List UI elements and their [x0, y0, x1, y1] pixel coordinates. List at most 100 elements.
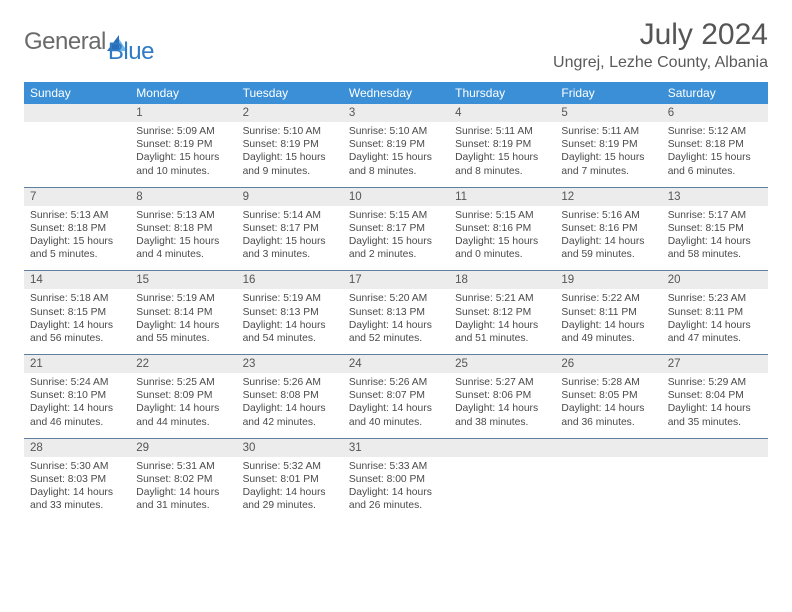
- sunset: Sunset: 8:14 PM: [136, 306, 230, 319]
- day-cell: 4Sunrise: 5:11 AMSunset: 8:19 PMDaylight…: [449, 104, 555, 187]
- day-cell: 29Sunrise: 5:31 AMSunset: 8:02 PMDayligh…: [130, 438, 236, 521]
- sunrise: Sunrise: 5:13 AM: [136, 209, 230, 222]
- sunset: Sunset: 8:03 PM: [30, 473, 124, 486]
- day-cell: 6Sunrise: 5:12 AMSunset: 8:18 PMDaylight…: [662, 104, 768, 187]
- logo: General Blue: [24, 18, 154, 66]
- sunrise: Sunrise: 5:10 AM: [243, 125, 337, 138]
- day-cell: 1Sunrise: 5:09 AMSunset: 8:19 PMDaylight…: [130, 104, 236, 187]
- day-cell: [555, 438, 661, 521]
- sunset: Sunset: 8:15 PM: [30, 306, 124, 319]
- day-details: Sunrise: 5:24 AMSunset: 8:10 PMDaylight:…: [24, 373, 130, 438]
- day-number: 17: [343, 271, 449, 289]
- day-cell: 21Sunrise: 5:24 AMSunset: 8:10 PMDayligh…: [24, 355, 130, 439]
- day-cell: 30Sunrise: 5:32 AMSunset: 8:01 PMDayligh…: [237, 438, 343, 521]
- sunset: Sunset: 8:16 PM: [455, 222, 549, 235]
- day-number: 24: [343, 355, 449, 373]
- day-number: 7: [24, 188, 130, 206]
- daylight: Daylight: 15 hours and 6 minutes.: [668, 151, 762, 177]
- day-number: 28: [24, 439, 130, 457]
- daylight: Daylight: 14 hours and 36 minutes.: [561, 402, 655, 428]
- day-number: 2: [237, 104, 343, 122]
- day-details: Sunrise: 5:23 AMSunset: 8:11 PMDaylight:…: [662, 289, 768, 354]
- day-header-thu: Thursday: [449, 82, 555, 104]
- sunrise: Sunrise: 5:15 AM: [349, 209, 443, 222]
- calendar-table: Sunday Monday Tuesday Wednesday Thursday…: [24, 82, 768, 521]
- day-number: 29: [130, 439, 236, 457]
- day-details: [449, 457, 555, 515]
- day-cell: 20Sunrise: 5:23 AMSunset: 8:11 PMDayligh…: [662, 271, 768, 355]
- daylight: Daylight: 15 hours and 8 minutes.: [455, 151, 549, 177]
- sunset: Sunset: 8:01 PM: [243, 473, 337, 486]
- day-number: 10: [343, 188, 449, 206]
- sunset: Sunset: 8:17 PM: [243, 222, 337, 235]
- sunrise: Sunrise: 5:14 AM: [243, 209, 337, 222]
- day-cell: 9Sunrise: 5:14 AMSunset: 8:17 PMDaylight…: [237, 187, 343, 271]
- sunset: Sunset: 8:11 PM: [561, 306, 655, 319]
- day-cell: 19Sunrise: 5:22 AMSunset: 8:11 PMDayligh…: [555, 271, 661, 355]
- sunset: Sunset: 8:19 PM: [243, 138, 337, 151]
- week-row: 7Sunrise: 5:13 AMSunset: 8:18 PMDaylight…: [24, 187, 768, 271]
- day-number: 14: [24, 271, 130, 289]
- sunrise: Sunrise: 5:19 AM: [243, 292, 337, 305]
- sunrise: Sunrise: 5:21 AM: [455, 292, 549, 305]
- day-number: 22: [130, 355, 236, 373]
- location: Ungrej, Lezhe County, Albania: [553, 54, 768, 72]
- daylight: Daylight: 14 hours and 29 minutes.: [243, 486, 337, 512]
- day-cell: 25Sunrise: 5:27 AMSunset: 8:06 PMDayligh…: [449, 355, 555, 439]
- day-number: 11: [449, 188, 555, 206]
- day-cell: 31Sunrise: 5:33 AMSunset: 8:00 PMDayligh…: [343, 438, 449, 521]
- day-number: 4: [449, 104, 555, 122]
- day-details: Sunrise: 5:11 AMSunset: 8:19 PMDaylight:…: [449, 122, 555, 187]
- day-number: 25: [449, 355, 555, 373]
- day-details: Sunrise: 5:13 AMSunset: 8:18 PMDaylight:…: [130, 206, 236, 271]
- day-header-sat: Saturday: [662, 82, 768, 104]
- daylight: Daylight: 15 hours and 8 minutes.: [349, 151, 443, 177]
- sunrise: Sunrise: 5:20 AM: [349, 292, 443, 305]
- daylight: Daylight: 14 hours and 47 minutes.: [668, 319, 762, 345]
- title-block: July 2024 Ungrej, Lezhe County, Albania: [553, 18, 768, 72]
- day-number: 30: [237, 439, 343, 457]
- day-header-fri: Friday: [555, 82, 661, 104]
- sunset: Sunset: 8:13 PM: [349, 306, 443, 319]
- day-number: 12: [555, 188, 661, 206]
- sunrise: Sunrise: 5:19 AM: [136, 292, 230, 305]
- day-number: [662, 439, 768, 457]
- day-details: Sunrise: 5:21 AMSunset: 8:12 PMDaylight:…: [449, 289, 555, 354]
- daylight: Daylight: 14 hours and 44 minutes.: [136, 402, 230, 428]
- sunset: Sunset: 8:07 PM: [349, 389, 443, 402]
- day-number: 31: [343, 439, 449, 457]
- day-cell: [662, 438, 768, 521]
- day-details: Sunrise: 5:28 AMSunset: 8:05 PMDaylight:…: [555, 373, 661, 438]
- day-details: [662, 457, 768, 515]
- day-header-tue: Tuesday: [237, 82, 343, 104]
- sunrise: Sunrise: 5:10 AM: [349, 125, 443, 138]
- day-cell: [449, 438, 555, 521]
- sunset: Sunset: 8:19 PM: [136, 138, 230, 151]
- day-cell: [24, 104, 130, 187]
- sunrise: Sunrise: 5:25 AM: [136, 376, 230, 389]
- day-number: 13: [662, 188, 768, 206]
- day-details: Sunrise: 5:32 AMSunset: 8:01 PMDaylight:…: [237, 457, 343, 522]
- day-cell: 17Sunrise: 5:20 AMSunset: 8:13 PMDayligh…: [343, 271, 449, 355]
- sunset: Sunset: 8:13 PM: [243, 306, 337, 319]
- sunset: Sunset: 8:17 PM: [349, 222, 443, 235]
- day-details: Sunrise: 5:14 AMSunset: 8:17 PMDaylight:…: [237, 206, 343, 271]
- daylight: Daylight: 14 hours and 38 minutes.: [455, 402, 549, 428]
- sunrise: Sunrise: 5:24 AM: [30, 376, 124, 389]
- day-details: Sunrise: 5:10 AMSunset: 8:19 PMDaylight:…: [343, 122, 449, 187]
- sunset: Sunset: 8:11 PM: [668, 306, 762, 319]
- sunset: Sunset: 8:16 PM: [561, 222, 655, 235]
- sunrise: Sunrise: 5:26 AM: [243, 376, 337, 389]
- day-cell: 18Sunrise: 5:21 AMSunset: 8:12 PMDayligh…: [449, 271, 555, 355]
- daylight: Daylight: 14 hours and 33 minutes.: [30, 486, 124, 512]
- day-cell: 24Sunrise: 5:26 AMSunset: 8:07 PMDayligh…: [343, 355, 449, 439]
- day-details: Sunrise: 5:15 AMSunset: 8:17 PMDaylight:…: [343, 206, 449, 271]
- day-details: Sunrise: 5:12 AMSunset: 8:18 PMDaylight:…: [662, 122, 768, 187]
- daylight: Daylight: 15 hours and 3 minutes.: [243, 235, 337, 261]
- logo-text-gray: General: [24, 28, 106, 56]
- sunrise: Sunrise: 5:16 AM: [561, 209, 655, 222]
- sunset: Sunset: 8:02 PM: [136, 473, 230, 486]
- daylight: Daylight: 14 hours and 46 minutes.: [30, 402, 124, 428]
- sunset: Sunset: 8:19 PM: [561, 138, 655, 151]
- sunrise: Sunrise: 5:18 AM: [30, 292, 124, 305]
